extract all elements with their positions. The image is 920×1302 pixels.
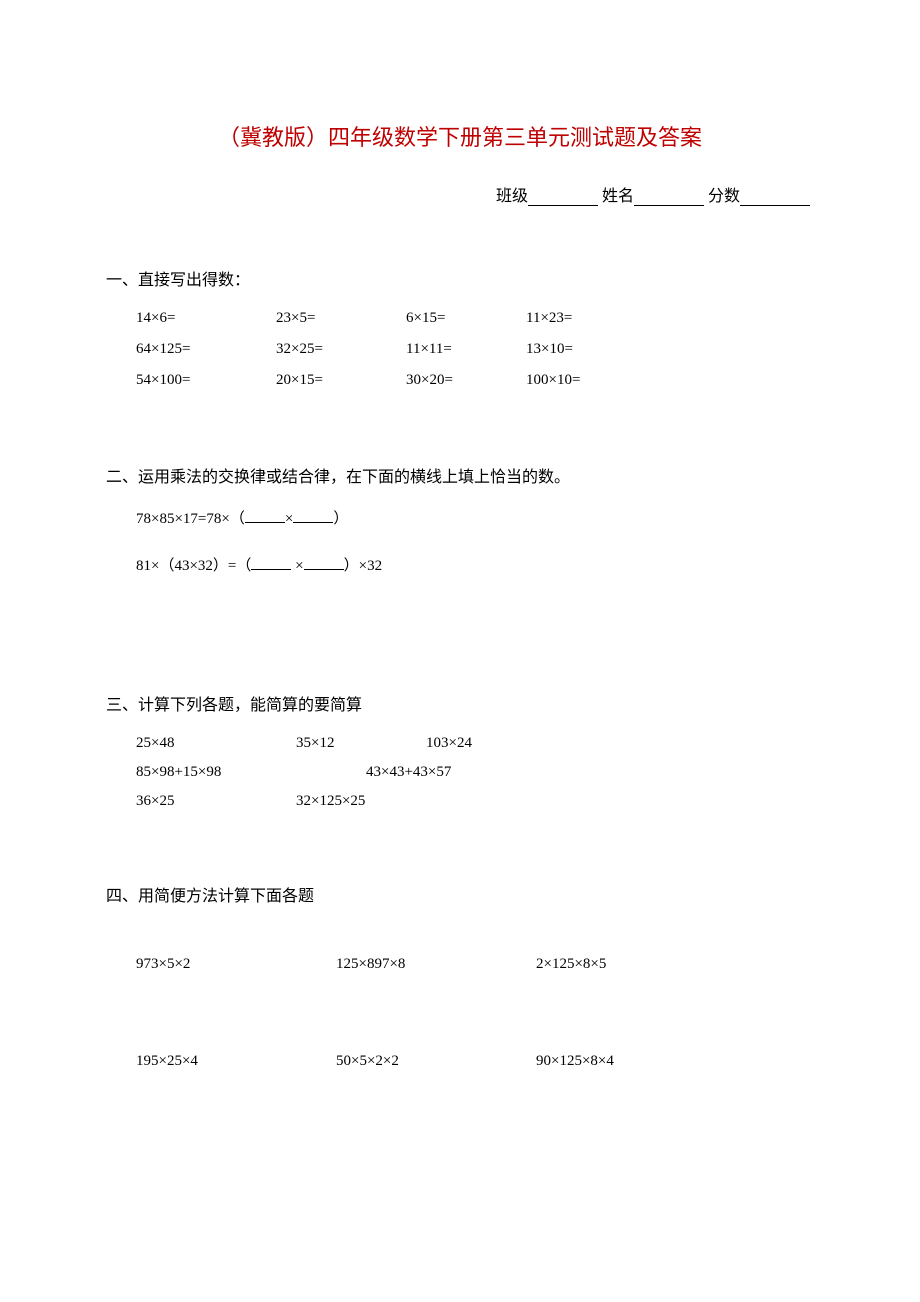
math-cell: 14×6= [136,310,276,327]
fill-blank[interactable] [251,556,291,570]
fill-text: ）×32 [344,558,382,574]
calc-cell: 43×43+43×57 [366,764,566,781]
section2-heading: 二、运用乘法的交换律或结合律，在下面的横线上填上恰当的数。 [106,463,820,487]
math-cell: 100×10= [526,372,646,389]
simple-cell: 50×5×2×2 [336,1053,536,1070]
name-blank[interactable] [634,190,704,206]
fill-line: 78×85×17=78×（ × ） [136,507,820,528]
math-cell: 30×20= [406,372,526,389]
simple-cell: 195×25×4 [136,1053,336,1070]
calc-row: 85×98+15×98 43×43+43×57 [136,764,820,781]
calc-row: 36×25 32×125×25 [136,793,820,810]
math-cell: 20×15= [276,372,406,389]
calc-cell: 85×98+15×98 [136,764,366,781]
math-cell: 13×10= [526,341,646,358]
math-cell: 54×100= [136,372,276,389]
simple-cell: 2×125×8×5 [536,956,736,973]
calc-cell: 35×12 [296,735,426,752]
section4-heading: 四、用简便方法计算下面各题 [106,882,820,906]
simple-row: 195×25×4 50×5×2×2 90×125×8×4 [136,1053,820,1070]
math-cell: 6×15= [406,310,526,327]
math-row: 54×100= 20×15= 30×20= 100×10= [136,372,820,389]
simple-cell: 125×897×8 [336,956,536,973]
score-label: 分数 [708,188,740,205]
math-row: 64×125= 32×25= 11×11= 13×10= [136,341,820,358]
math-cell: 11×11= [406,341,526,358]
calc-cell: 32×125×25 [296,793,496,810]
simple-cell: 90×125×8×4 [536,1053,736,1070]
class-blank[interactable] [528,190,598,206]
fill-text: × [291,558,303,574]
calc-row: 25×48 35×12 103×24 [136,735,820,752]
calc-cell: 25×48 [136,735,296,752]
calc-cell: 103×24 [426,735,556,752]
math-cell: 11×23= [526,310,646,327]
section3-heading: 三、计算下列各题，能简算的要简算 [106,691,820,715]
fill-blank[interactable] [293,509,333,523]
simple-cell: 973×5×2 [136,956,336,973]
class-label: 班级 [496,188,528,205]
score-blank[interactable] [740,190,810,206]
math-cell: 64×125= [136,341,276,358]
calc-cell: 36×25 [136,793,296,810]
fill-text: 78×85×17=78×（ [136,511,245,527]
fill-blank[interactable] [245,509,285,523]
fill-text: × [285,511,293,527]
fill-line: 81×（43×32）=（ × ）×32 [136,554,820,575]
name-label: 姓名 [602,188,634,205]
math-cell: 32×25= [276,341,406,358]
fill-text: ） [333,511,348,527]
math-row: 14×6= 23×5= 6×15= 11×23= [136,310,820,327]
fill-text: 81×（43×32）=（ [136,558,251,574]
math-cell: 23×5= [276,310,406,327]
page-title: （冀教版）四年级数学下册第三单元测试题及答案 [100,120,820,152]
header-info: 班级 姓名 分数 [100,182,820,206]
section1-heading: 一、直接写出得数： [106,266,820,290]
simple-row: 973×5×2 125×897×8 2×125×8×5 [136,956,820,973]
fill-blank[interactable] [304,556,344,570]
